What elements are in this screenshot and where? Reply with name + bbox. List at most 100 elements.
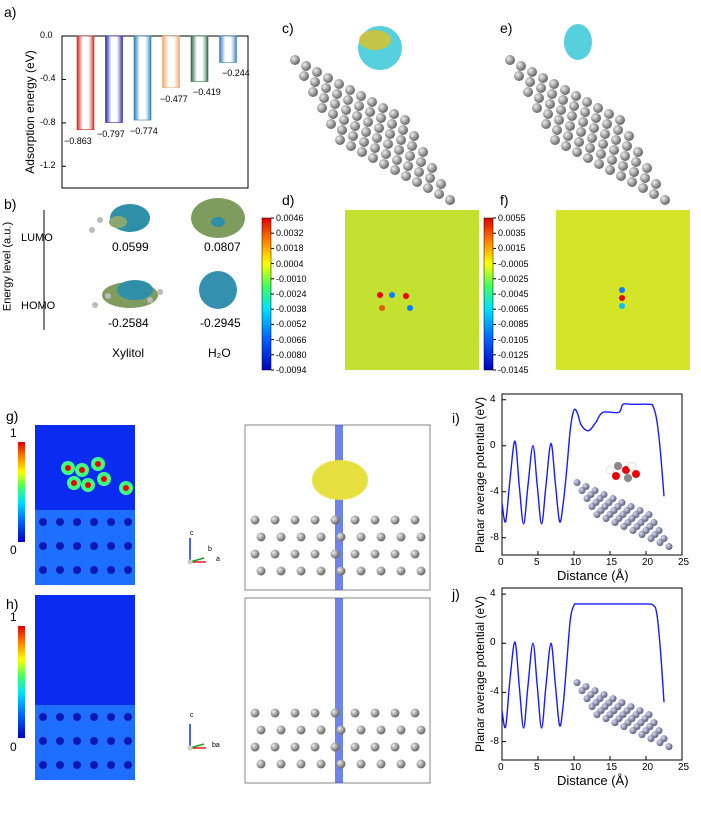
e-slab-atom xyxy=(583,153,593,163)
colorbar-g-min: 0 xyxy=(10,543,17,557)
e-slab-atom xyxy=(532,103,542,113)
elf-atom xyxy=(56,713,64,721)
j-inset-atom xyxy=(656,739,664,747)
colorbar-label: -0.0038 xyxy=(276,304,307,315)
a-bar xyxy=(219,35,237,63)
j-plot-frame xyxy=(501,587,683,761)
e-slab-atom xyxy=(618,161,628,171)
i-inset-atom xyxy=(573,479,581,487)
i-inset-molecule-atom xyxy=(621,465,631,475)
atom xyxy=(105,293,111,299)
i-inset-molecule-atom xyxy=(623,473,633,483)
i-potential-line xyxy=(501,403,665,525)
j-inset-atom xyxy=(629,727,637,735)
slab-atom-h xyxy=(296,759,306,769)
e-slab-atom xyxy=(620,151,630,161)
map-spot xyxy=(619,295,625,301)
slab-atom-g xyxy=(416,566,426,576)
slab-atom-h xyxy=(276,759,286,769)
e-slab-atom xyxy=(576,127,586,137)
slab-atom-h xyxy=(290,742,300,752)
i-inset-atom xyxy=(638,531,646,539)
elf-molecule-core xyxy=(65,465,71,471)
c-slab-atom xyxy=(405,151,415,161)
slab-atom-h xyxy=(290,708,300,718)
axis-ba-h: ba xyxy=(212,742,220,749)
panel-label-d: d) xyxy=(282,192,295,208)
c-slab-atom xyxy=(330,99,340,109)
slab-atom-g xyxy=(390,515,400,525)
c-slab-atom xyxy=(423,183,433,193)
panel-label-j: j) xyxy=(452,586,460,602)
elf-atom xyxy=(39,713,47,721)
i-ytick-label: 0 xyxy=(490,439,496,451)
c-slab-atom xyxy=(350,121,360,131)
map-spot xyxy=(619,303,625,309)
e-slab-atom xyxy=(616,171,626,181)
e-slab-atom xyxy=(651,179,661,189)
slab-atom-g xyxy=(256,566,266,576)
colorbar-label: -0.0066 xyxy=(276,334,307,345)
colorbar-label: -0.0025 xyxy=(498,273,529,284)
e-slab-atom xyxy=(525,77,535,87)
c-slab-atom xyxy=(412,177,422,187)
xylitol-homo-orbital xyxy=(117,280,153,300)
c-slab-atom xyxy=(445,195,455,205)
a-bar xyxy=(162,35,180,89)
c-slab-atom xyxy=(352,111,362,121)
c-slab-atom xyxy=(376,113,386,123)
colorbar-label: -0.0024 xyxy=(276,289,307,299)
colorbar-label: -0.0125 xyxy=(498,349,529,360)
e-slab-atom xyxy=(602,119,612,129)
a-plot-frame xyxy=(61,35,249,189)
e-slab-atom xyxy=(591,113,601,123)
c-slab-atom xyxy=(387,119,397,129)
slab-atom-g xyxy=(296,566,306,576)
i-inset-molecule-atom xyxy=(627,461,637,471)
panel-label-e: e) xyxy=(500,20,513,36)
slab-atom-h xyxy=(330,742,340,752)
colorbar-label: -0.0145 xyxy=(498,365,529,375)
water-label: H₂O xyxy=(208,346,231,360)
c-slab-atom xyxy=(335,135,345,145)
panel-label-c: c) xyxy=(282,20,294,36)
colorbar-h-min: 0 xyxy=(10,740,17,754)
c-slab-atom xyxy=(409,131,419,141)
i-xtick-label: 5 xyxy=(534,557,540,568)
e-slab-atom xyxy=(552,125,562,135)
slab-atom-h xyxy=(336,725,346,735)
e-slab-atom xyxy=(505,55,515,65)
slab-atom-h xyxy=(396,759,406,769)
xylitol-homo-value: -0.2584 xyxy=(108,316,149,330)
slab-atom-h xyxy=(370,742,380,752)
elf-atom xyxy=(124,761,132,769)
elf-molecule-core xyxy=(101,476,107,482)
e-slab-atom xyxy=(622,141,632,151)
c-slab-atom xyxy=(356,91,366,101)
c-slab-atom xyxy=(390,165,400,175)
j-inset-atom xyxy=(611,719,619,727)
c-slab-atom xyxy=(345,85,355,95)
elf-atom xyxy=(56,518,64,526)
colorbar-h-max: 1 xyxy=(10,610,17,624)
slab-atom-h xyxy=(336,759,346,769)
e-slab-atom xyxy=(547,89,557,99)
c-slab-atom xyxy=(310,77,320,87)
e-slab-atom xyxy=(538,73,548,83)
a-data-label: −0.419 xyxy=(193,87,221,98)
i-inset-molecule-atom xyxy=(605,465,615,475)
elf-atom xyxy=(90,542,98,550)
e-slab-atom xyxy=(596,149,606,159)
c-slab-atom xyxy=(354,101,364,111)
i-inset-atom xyxy=(611,519,619,527)
i-inset-atom xyxy=(578,487,586,495)
slab-atom-h xyxy=(350,708,360,718)
slab-atom-g xyxy=(270,515,280,525)
e-slab-atom xyxy=(633,147,643,157)
c-slab-atom xyxy=(367,97,377,107)
c-slab-atom xyxy=(434,189,444,199)
j-xtick-label: 5 xyxy=(534,762,540,773)
c-slab-atom xyxy=(403,161,413,171)
colorbar-label: -0.0045 xyxy=(498,289,529,299)
